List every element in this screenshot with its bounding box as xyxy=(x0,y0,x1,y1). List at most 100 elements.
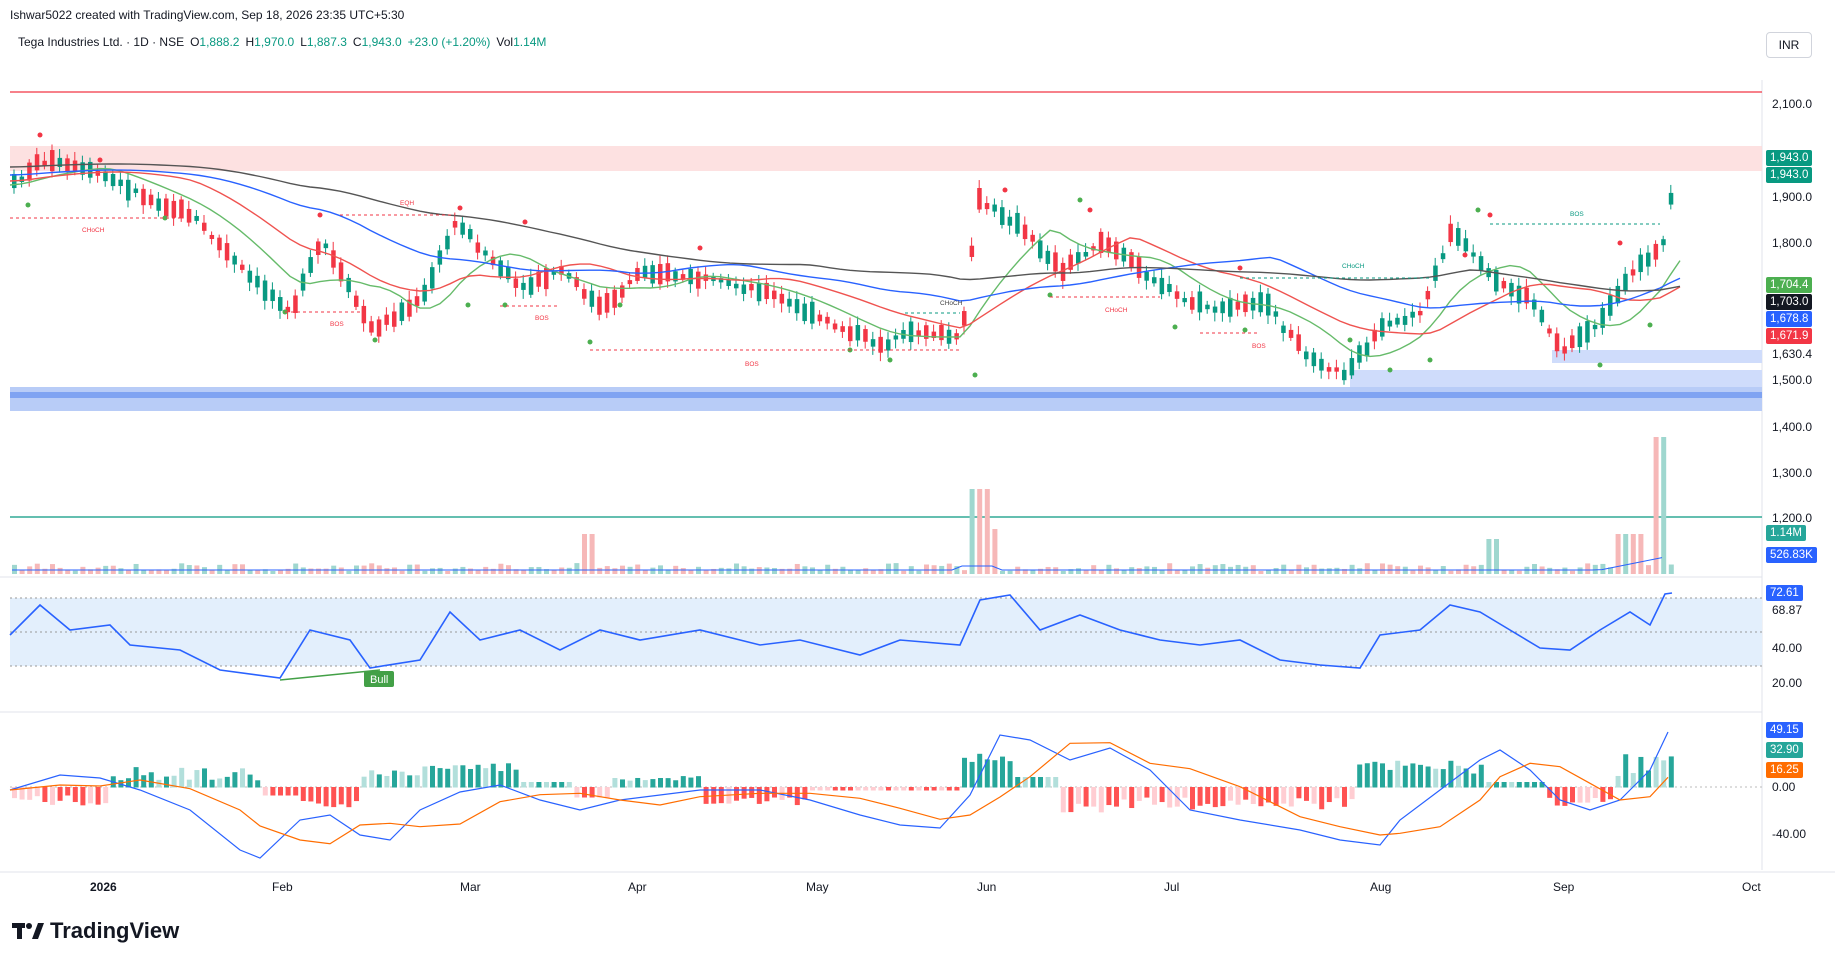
macd-histogram-bar xyxy=(1129,787,1135,809)
candle xyxy=(376,319,382,337)
candle xyxy=(1547,328,1552,334)
volume-bar xyxy=(1668,564,1674,574)
candle xyxy=(1015,212,1020,234)
volume-bar xyxy=(718,567,724,574)
swing-low-dot xyxy=(1597,362,1603,368)
macd-histogram-bar xyxy=(1585,787,1591,803)
macd-histogram-bar xyxy=(247,774,253,788)
swing-high-dot xyxy=(317,212,323,218)
macd-histogram-bar xyxy=(855,787,861,791)
currency-button[interactable]: INR xyxy=(1766,32,1812,58)
symbol-name[interactable]: Tega Industries Ltd. · 1D · NSE xyxy=(18,35,185,49)
price-label: 2,100.0 xyxy=(1772,97,1813,111)
macd-histogram-bar xyxy=(1615,775,1621,788)
macd-histogram-bar xyxy=(232,772,238,788)
swing-low-dot xyxy=(372,337,378,343)
macd-histogram-bar xyxy=(475,764,481,788)
low-label: L xyxy=(300,35,307,49)
swing-low-dot xyxy=(887,357,893,363)
candle xyxy=(1068,254,1073,270)
macd-histogram-bar xyxy=(528,782,534,788)
price-tag-ema-gray: 1,703.0 xyxy=(1766,294,1813,310)
volume-bar xyxy=(1661,437,1667,574)
volume-bar xyxy=(95,567,101,574)
macd-histogram-bar xyxy=(316,787,321,804)
volume-bar xyxy=(126,570,131,574)
macd-histogram-bar xyxy=(893,787,899,791)
volume-ma-line xyxy=(12,557,1663,571)
macd-histogram-bar xyxy=(72,787,78,803)
swing-low-dot xyxy=(972,372,978,378)
bull-divergence-line xyxy=(279,669,381,681)
macd-histogram-bar xyxy=(141,775,147,788)
candle xyxy=(19,176,25,182)
macd-histogram-bar xyxy=(756,787,762,804)
macd-histogram-bar xyxy=(1311,787,1317,804)
macd-histogram-bar xyxy=(1182,787,1188,798)
macd-histogram-bar xyxy=(80,787,86,806)
volume-bar xyxy=(338,567,344,574)
macd-histogram-bar xyxy=(1212,787,1218,808)
volume-bar xyxy=(422,570,428,574)
candle xyxy=(1585,321,1590,343)
macd-histogram-bar xyxy=(1516,782,1522,788)
candle xyxy=(475,242,481,253)
macd-histogram-bar xyxy=(1228,787,1233,801)
macd-histogram-bar xyxy=(50,787,55,805)
volume-bar xyxy=(1235,564,1241,574)
volume-bar xyxy=(148,569,154,574)
tradingview-logo-icon xyxy=(12,923,44,939)
macd-histogram-bar xyxy=(1501,782,1507,788)
macd-histogram-bar xyxy=(1250,787,1256,804)
candle xyxy=(217,237,222,251)
volume-bar xyxy=(863,568,869,574)
macd-histogram-bar xyxy=(924,787,929,791)
candle xyxy=(863,329,868,342)
macd-histogram-bar xyxy=(331,787,337,808)
swing-low-dot xyxy=(25,202,31,208)
candle xyxy=(361,305,367,324)
candle xyxy=(1098,231,1104,253)
volume-bar xyxy=(1007,570,1013,574)
candle xyxy=(1144,271,1149,281)
candle xyxy=(870,339,876,347)
candle xyxy=(551,270,557,275)
swing-high-dot xyxy=(97,157,103,163)
volume-bar xyxy=(285,568,291,574)
volume-bar xyxy=(779,568,785,574)
macd-histogram-bar xyxy=(1410,763,1416,788)
candle xyxy=(992,204,997,212)
price-tag-ema-red: 1,671.9 xyxy=(1766,328,1813,344)
candle xyxy=(50,150,55,172)
candle xyxy=(1342,369,1347,381)
candle xyxy=(1661,239,1666,246)
volume-bar xyxy=(475,570,481,574)
swing-low-dot xyxy=(1242,327,1248,333)
candle xyxy=(1319,358,1324,371)
macd-histogram-bar xyxy=(1038,777,1043,788)
macd-histogram-bar xyxy=(870,787,876,791)
chart-canvas[interactable]: CHoCH BOS EQH BOS BOS CHoCH CHoCH BOS CHoCH BOS Bu… xyxy=(0,0,1835,900)
candle xyxy=(232,255,237,265)
price-tag-ema-blue: 1,678.8 xyxy=(1766,311,1813,327)
bull-badge xyxy=(364,671,394,687)
volume-bar xyxy=(1121,570,1127,574)
volume-bar xyxy=(209,569,215,574)
close-label: C xyxy=(352,35,362,49)
volume-bar xyxy=(270,570,276,574)
candle xyxy=(1372,329,1377,342)
volume-bar xyxy=(559,567,565,574)
tradingview-logo[interactable]: TradingView xyxy=(12,918,179,944)
macd-histogram-bar xyxy=(1091,787,1097,807)
candle xyxy=(772,290,777,300)
demand-zone xyxy=(1350,370,1762,389)
low-value: 1,887.3 xyxy=(306,35,347,49)
candle xyxy=(1646,252,1651,267)
volume-bar xyxy=(703,569,709,574)
volume-bar xyxy=(513,569,519,574)
candle xyxy=(1570,335,1575,349)
change-value: +23.0 (+1.20%) xyxy=(407,35,491,49)
volume-tag: 1.14M xyxy=(1766,525,1806,541)
candle xyxy=(1030,234,1035,242)
macd-histogram-bar xyxy=(240,768,245,788)
